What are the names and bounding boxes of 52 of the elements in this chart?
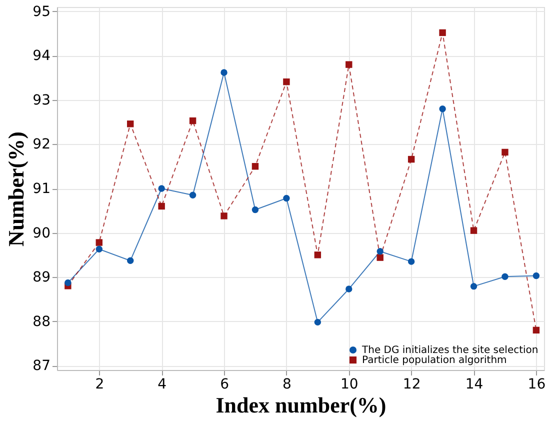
point <box>252 206 259 214</box>
point <box>470 282 478 290</box>
legend-label: Particle population algorithm <box>362 355 507 366</box>
x-tick-label: 16 <box>528 376 546 392</box>
point <box>439 105 446 112</box>
point <box>127 120 134 128</box>
point <box>158 185 165 192</box>
point <box>314 252 322 258</box>
point <box>283 194 290 202</box>
x-tick-label: 4 <box>158 376 167 392</box>
point <box>127 257 134 264</box>
point <box>283 78 290 86</box>
x-tick-label: 8 <box>282 376 292 392</box>
point <box>220 212 228 220</box>
y-tick-label: 92 <box>32 136 50 153</box>
point <box>64 279 72 286</box>
point <box>346 286 352 292</box>
point <box>96 246 102 252</box>
point <box>252 163 259 170</box>
y-tick-label: 90 <box>32 225 50 242</box>
point <box>502 273 508 280</box>
point <box>96 239 102 246</box>
y-tick-label: 91 <box>32 181 50 197</box>
point <box>376 254 384 261</box>
point <box>408 156 415 163</box>
x-tick-label: 6 <box>220 376 230 392</box>
point <box>189 117 196 124</box>
point <box>376 248 384 255</box>
y-tick-label: 94 <box>32 48 51 64</box>
point <box>158 202 165 210</box>
point <box>439 29 446 36</box>
x-tick-label: 2 <box>95 376 104 392</box>
x-tick-label: 12 <box>402 376 421 392</box>
point <box>532 326 540 334</box>
point <box>470 227 478 234</box>
x-tick-label: 14 <box>465 376 484 392</box>
point <box>314 318 322 326</box>
point <box>502 148 508 156</box>
point <box>189 192 196 198</box>
point <box>220 69 228 76</box>
y-tick-label: 89 <box>32 270 50 286</box>
y-tick-label: 88 <box>32 314 50 330</box>
y-axis-title: Number(%) <box>4 132 29 246</box>
point <box>532 272 540 280</box>
x-tick-label: 10 <box>340 376 358 392</box>
y-tick-label: 87 <box>32 358 50 374</box>
legend-label: The DG initializes the site selection <box>361 345 538 356</box>
y-tick-label: 95 <box>32 4 50 20</box>
point <box>346 61 352 68</box>
x-axis-title: Index number(%) <box>216 392 386 418</box>
point <box>408 258 415 265</box>
y-tick-label: 93 <box>32 92 50 108</box>
